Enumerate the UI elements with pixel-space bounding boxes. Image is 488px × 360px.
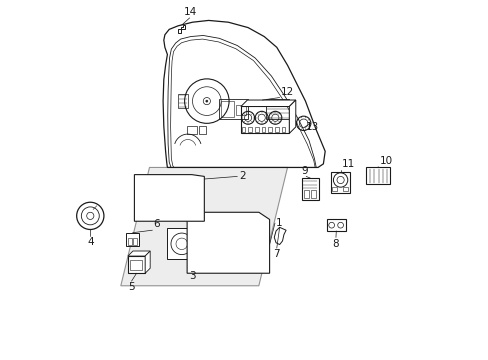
Bar xyxy=(167,228,214,259)
Bar xyxy=(261,127,265,132)
Circle shape xyxy=(172,188,200,215)
Bar xyxy=(281,127,285,132)
Bar xyxy=(248,127,251,132)
Polygon shape xyxy=(187,212,269,273)
Bar xyxy=(235,105,246,116)
Circle shape xyxy=(205,100,207,102)
Text: 2: 2 xyxy=(238,171,245,181)
Text: 4: 4 xyxy=(87,237,93,247)
Bar xyxy=(331,187,336,191)
Bar xyxy=(126,233,139,246)
Bar xyxy=(219,99,247,119)
Circle shape xyxy=(139,184,173,219)
Bar xyxy=(127,238,132,244)
Text: 13: 13 xyxy=(305,122,318,132)
Polygon shape xyxy=(145,251,150,273)
Polygon shape xyxy=(121,167,287,286)
Bar xyxy=(241,107,289,134)
Bar xyxy=(196,235,210,255)
Bar xyxy=(330,172,349,193)
Text: 11: 11 xyxy=(341,159,354,169)
Bar xyxy=(301,178,319,200)
Bar xyxy=(366,167,389,184)
Text: 1: 1 xyxy=(276,218,282,228)
Bar xyxy=(265,99,289,119)
Text: 5: 5 xyxy=(128,282,135,292)
Bar xyxy=(130,260,142,270)
Text: 14: 14 xyxy=(183,7,197,17)
Polygon shape xyxy=(134,175,204,221)
Text: 8: 8 xyxy=(332,239,339,249)
Text: 6: 6 xyxy=(153,220,160,229)
Bar xyxy=(326,220,345,231)
Bar xyxy=(343,187,348,191)
Bar xyxy=(275,127,278,132)
Bar xyxy=(128,256,145,273)
Bar xyxy=(241,127,244,132)
Text: 7: 7 xyxy=(273,249,280,259)
Polygon shape xyxy=(178,25,185,33)
Bar xyxy=(255,127,258,132)
Polygon shape xyxy=(274,227,285,244)
Bar xyxy=(187,126,197,134)
Polygon shape xyxy=(128,251,150,256)
Bar xyxy=(133,238,137,244)
Bar xyxy=(310,190,316,198)
Text: 9: 9 xyxy=(301,166,307,176)
Circle shape xyxy=(77,202,104,229)
Bar xyxy=(198,126,205,134)
Bar xyxy=(178,94,188,108)
Bar xyxy=(303,190,308,198)
Text: 10: 10 xyxy=(379,156,392,166)
Bar xyxy=(228,234,264,268)
Text: 3: 3 xyxy=(189,271,195,282)
Bar xyxy=(268,127,271,132)
Polygon shape xyxy=(241,100,295,107)
Bar xyxy=(221,101,233,117)
Text: 12: 12 xyxy=(280,87,293,97)
Polygon shape xyxy=(289,100,295,134)
